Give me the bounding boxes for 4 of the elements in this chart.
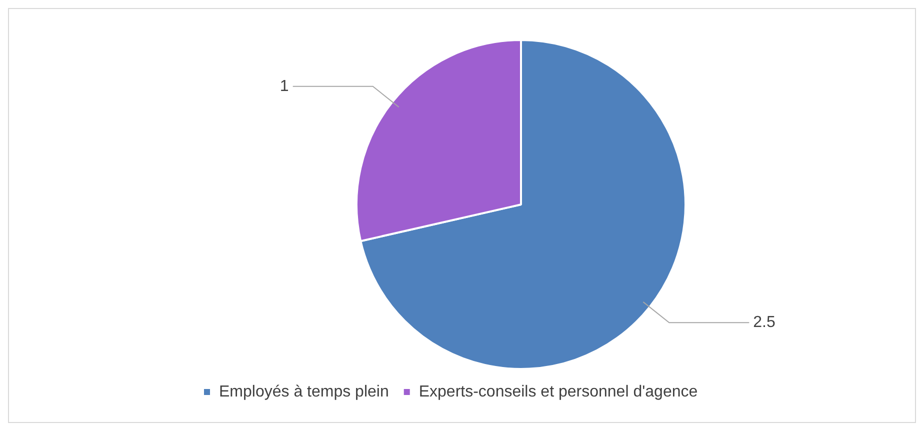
data-label: 1 [280, 78, 289, 95]
legend-label: Employés à temps plein [219, 383, 389, 400]
data-label: 2.5 [753, 314, 776, 332]
legend-label: Experts-conseils et personnel d'agence [418, 383, 698, 400]
